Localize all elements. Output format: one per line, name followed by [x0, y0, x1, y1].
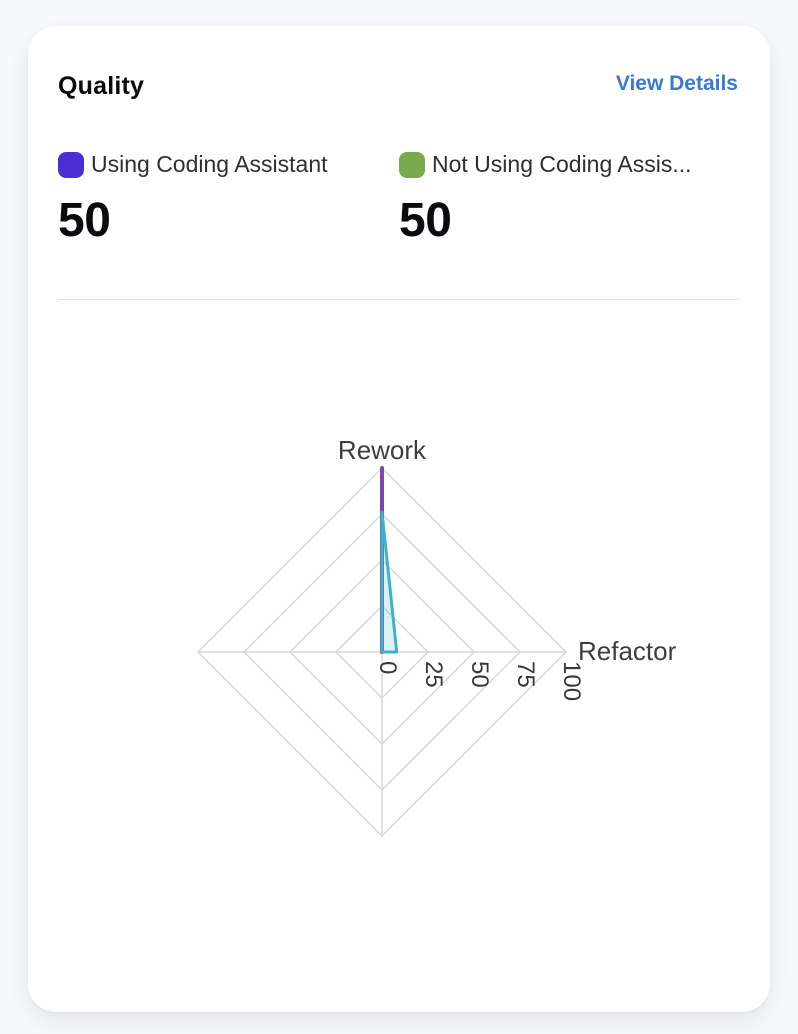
legend-item-using-assistant[interactable]: Using Coding Assistant 50 [58, 151, 399, 246]
radar-tick-label: 25 [420, 661, 447, 688]
legend-swatch-purple-icon [58, 151, 84, 178]
radar-axis-label: Refactor [578, 636, 677, 666]
radar-tick-label: 50 [466, 661, 493, 688]
legend-value: 50 [58, 194, 111, 247]
radar-axis-label: Rework [338, 435, 427, 465]
legend-value: 50 [399, 194, 452, 247]
radar-chart: 0 25 50 75 100 Rework Refactor [196, 435, 677, 838]
radar-series-polygon [380, 510, 399, 654]
radar-tick-label: 0 [374, 661, 401, 674]
legend-label: Not Using Coding Assis... [432, 151, 692, 177]
quality-card: Quality View Details Using Coding Assist… [28, 26, 770, 1012]
radar-tick-label: 100 [558, 661, 585, 701]
legend-label: Using Coding Assistant [91, 151, 328, 177]
card-header: Quality View Details [28, 26, 770, 101]
radar-tick-label: 75 [512, 661, 539, 688]
card-title: Quality [58, 72, 145, 100]
legend-swatch-green-icon [399, 151, 425, 178]
legend: Using Coding Assistant 50 Not Using Codi… [28, 151, 770, 246]
divider [58, 299, 740, 301]
legend-item-not-using-assistant[interactable]: Not Using Coding Assis... 50 [399, 151, 740, 246]
view-details-link[interactable]: View Details [615, 72, 738, 95]
